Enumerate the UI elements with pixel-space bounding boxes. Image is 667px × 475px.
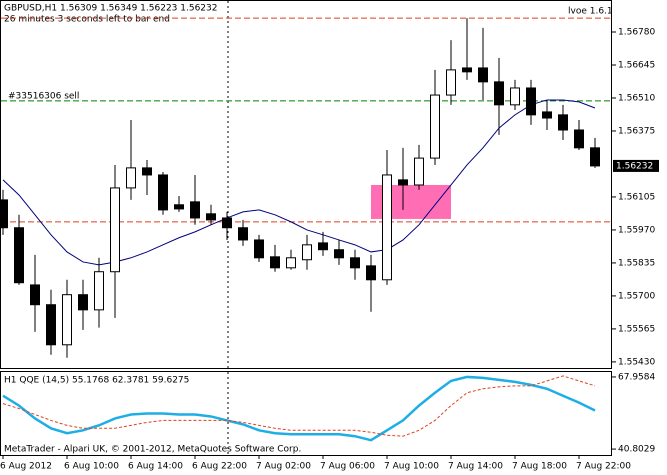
- y-tick-label: 1.55835: [618, 258, 655, 268]
- candle-body: [270, 256, 280, 269]
- indicator-label: lvoe 1.6.1: [568, 7, 613, 17]
- candle-body: [206, 213, 216, 221]
- candle-body: [462, 67, 472, 73]
- candle-body: [174, 204, 184, 210]
- candle-body: [14, 227, 24, 284]
- indicator-frame: [0, 371, 612, 456]
- candle-body: [398, 179, 408, 186]
- x-tick-label: 6 Aug 22:00: [192, 462, 247, 472]
- candle-body: [46, 304, 56, 346]
- y-tick-label: 40.8029: [618, 445, 655, 455]
- last-price-label: 1.56232: [616, 161, 653, 171]
- y-tick-label: 1.55430: [618, 357, 655, 367]
- candle-body: [350, 257, 360, 269]
- x-tick-label: 7 Aug 06:00: [320, 462, 375, 472]
- candle-body: [510, 87, 520, 106]
- candle-body: [334, 249, 344, 259]
- candle-body: [574, 129, 584, 149]
- candle-body: [478, 67, 488, 83]
- candle-body: [414, 157, 424, 186]
- candle-body: [430, 94, 440, 159]
- candle-body: [446, 69, 456, 96]
- candle-body: [0, 199, 8, 229]
- candle-body: [526, 87, 536, 116]
- candle-body: [318, 242, 328, 251]
- main-frame: [0, 0, 612, 369]
- x-tick-label: 6 Aug 2012: [0, 462, 52, 472]
- y-tick-label: 1.56105: [618, 192, 655, 202]
- x-tick-label: 7 Aug 14:00: [448, 462, 503, 472]
- x-tick-label: 7 Aug 22:00: [576, 462, 631, 472]
- candle-body: [158, 174, 168, 211]
- candle-body: [78, 294, 88, 311]
- y-tick-label: 1.55700: [618, 291, 655, 301]
- candle-body: [62, 294, 72, 346]
- candle-body: [382, 174, 392, 281]
- candle-body: [126, 167, 136, 189]
- candle-body: [494, 81, 504, 106]
- x-tick-label: 6 Aug 14:00: [128, 462, 183, 472]
- indicator-line: [2, 375, 596, 437]
- candle-body: [110, 187, 120, 273]
- candle-body: [542, 111, 552, 119]
- y-tick-label: 1.55970: [618, 225, 655, 235]
- x-tick-label: 7 Aug 18:00: [512, 462, 567, 472]
- y-tick-label: 1.55565: [618, 324, 655, 334]
- last-price-box: [613, 159, 659, 172]
- candle-body: [222, 217, 232, 229]
- candle-body: [238, 227, 248, 241]
- y-tick-label: 1.56780: [618, 28, 655, 38]
- candle-body: [142, 167, 152, 176]
- candle-body: [286, 257, 296, 269]
- candle-body: [254, 239, 264, 259]
- indicator-line: [2, 375, 596, 442]
- candle-body: [366, 265, 376, 281]
- subtitle: 26 minutes 3 seconds left to bar end: [4, 15, 170, 25]
- candle-body: [590, 147, 600, 167]
- y-tick-label: 1.56645: [618, 60, 655, 70]
- level-label: #33516306 sell: [8, 91, 79, 101]
- y-tick-label: 1.56375: [618, 126, 655, 136]
- candle-body: [190, 201, 200, 219]
- candle-body: [94, 271, 104, 311]
- y-tick-label: 1.56510: [618, 93, 655, 103]
- footer: MetaTrader - Alpari UK, © 2001-2012, Met…: [4, 445, 301, 455]
- candle-body: [302, 244, 312, 261]
- indicator-title: H1 QQE (14,5) 55.1768 62.3781 59.6275: [4, 376, 189, 386]
- chart-title: GBPUSD,H1 1.56309 1.56349 1.56223 1.5623…: [4, 4, 217, 14]
- y-tick-label: 67.9584: [618, 372, 655, 382]
- x-tick-label: 6 Aug 10:00: [64, 462, 119, 472]
- x-tick-label: 7 Aug 02:00: [256, 462, 311, 472]
- candle-body: [30, 284, 40, 306]
- candle-body: [558, 114, 568, 131]
- ma-line: [2, 99, 596, 266]
- x-tick-label: 7 Aug 10:00: [384, 462, 439, 472]
